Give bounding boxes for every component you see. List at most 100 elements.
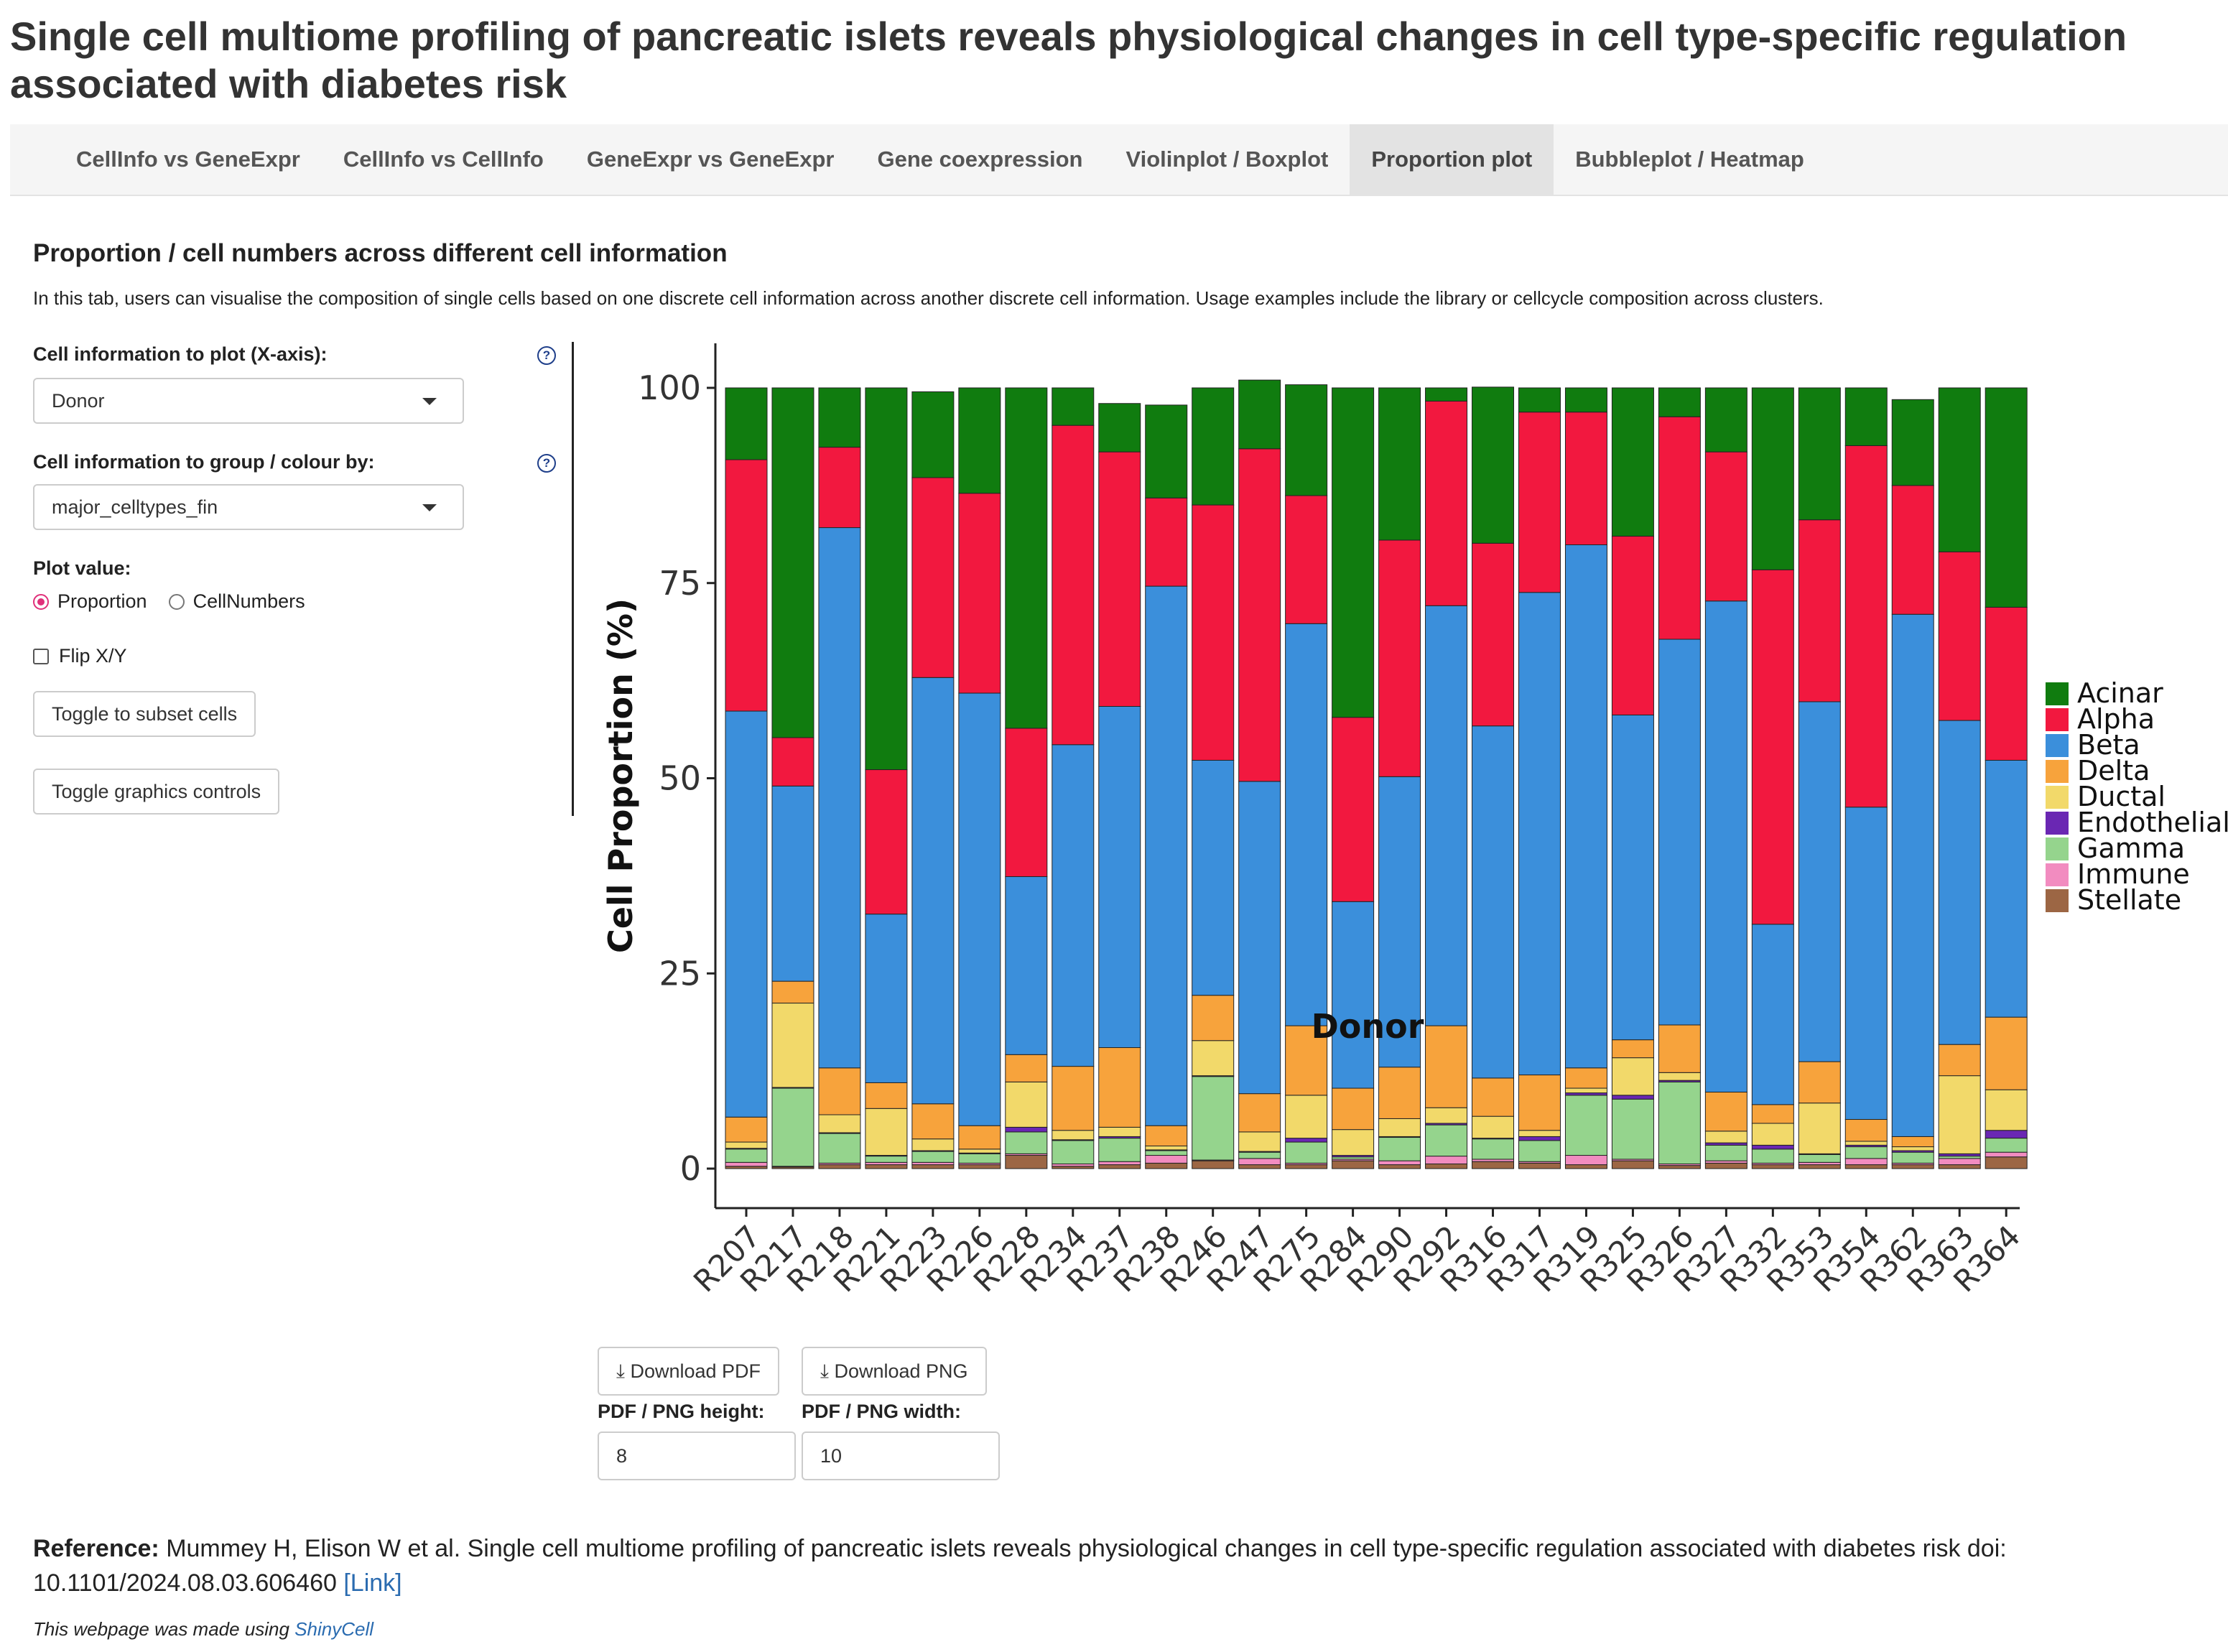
bar-R292-stellate: [1425, 1163, 1468, 1169]
bar-R228-endothelial: [1005, 1126, 1048, 1133]
bar-R226-ductal: [958, 1148, 1001, 1154]
bar-R238-stellate: [1145, 1162, 1188, 1169]
bar-R364-beta: [1985, 759, 2028, 1018]
bar-R325-gamma: [1611, 1098, 1654, 1160]
bar-R247-delta: [1238, 1093, 1281, 1133]
group-select-value: major_celltypes_fin: [52, 496, 218, 518]
pdf-width-input[interactable]: 10: [802, 1431, 1000, 1480]
bar-R284-acinar: [1332, 387, 1375, 718]
bar-R325-beta: [1611, 714, 1654, 1041]
bar-R363-stellate: [1938, 1164, 1981, 1169]
section-title: Proportion / cell numbers across differe…: [33, 239, 728, 267]
shinycell-link[interactable]: ShinyCell: [294, 1618, 374, 1640]
bar-R319-immune: [1564, 1155, 1607, 1166]
bar-R325-endothelial: [1611, 1095, 1654, 1100]
tab-proportion-plot[interactable]: Proportion plot: [1350, 124, 1554, 195]
bar-R332-acinar: [1751, 387, 1794, 570]
bar-R207-delta: [725, 1116, 768, 1143]
download-png-button[interactable]: ⤓ Download PNG: [802, 1347, 987, 1396]
help-icon-x-axis[interactable]: ?: [537, 346, 556, 365]
legend-label-gamma: Gamma: [2077, 832, 2185, 864]
bar-R221-beta: [865, 914, 908, 1083]
made-with-text: This webpage was made using: [33, 1618, 289, 1640]
bar-R364-delta: [1985, 1016, 2028, 1090]
bar-R226-delta: [958, 1125, 1001, 1150]
bar-R332-beta: [1751, 924, 1794, 1105]
bar-R319-delta: [1564, 1067, 1607, 1089]
page-title: Single cell multiome profiling of pancre…: [10, 14, 2127, 106]
bar-R228-ductal: [1005, 1081, 1048, 1128]
bar-R246-alpha: [1192, 504, 1235, 761]
flip-xy-label: Flip X/Y: [59, 645, 127, 667]
pdf-height-input[interactable]: 8: [598, 1431, 796, 1480]
bar-R354-ductal: [1844, 1141, 1888, 1146]
reference-text: Mummey H, Elison W et al. Single cell mu…: [33, 1535, 2007, 1597]
legend-label-endothelial: Endothelial: [2077, 807, 2228, 838]
bar-R353-beta: [1798, 701, 1841, 1062]
legend-swatch-acinar: [2046, 682, 2069, 705]
bar-R316-delta: [1472, 1077, 1515, 1117]
toggle-subset-button[interactable]: Toggle to subset cells: [33, 691, 256, 737]
flip-xy-checkbox[interactable]: [33, 648, 49, 664]
bar-R284-ductal: [1332, 1129, 1375, 1156]
bar-R317-stellate: [1518, 1162, 1561, 1169]
bar-R292-beta: [1425, 605, 1468, 1026]
bar-R327-acinar: [1704, 387, 1747, 453]
reference-link[interactable]: [Link]: [343, 1569, 402, 1597]
legend-swatch-immune: [2046, 863, 2069, 886]
legend-swatch-ductal: [2046, 786, 2069, 809]
bar-R319-stellate: [1564, 1164, 1607, 1169]
help-icon-group[interactable]: ?: [537, 454, 556, 473]
toggle-graphics-button[interactable]: Toggle graphics controls: [33, 769, 280, 815]
plot-value-label: Plot value:: [33, 557, 131, 579]
bar-R364-gamma: [1985, 1138, 2028, 1153]
bar-R228-alpha: [1005, 728, 1048, 877]
bar-R364-alpha: [1985, 606, 2028, 761]
bar-R325-delta: [1611, 1039, 1654, 1059]
download-pdf-button[interactable]: ⤓ Download PDF: [598, 1347, 780, 1396]
bar-R237-delta: [1098, 1047, 1141, 1128]
bar-R275-delta: [1285, 1025, 1328, 1096]
bar-R317-ductal: [1518, 1130, 1561, 1137]
bar-R353-acinar: [1798, 387, 1841, 521]
tab-cellinfo-vs-cellinfo[interactable]: CellInfo vs CellInfo: [343, 147, 544, 172]
radio-proportion[interactable]: [33, 593, 49, 610]
tab-violinplot-boxplot[interactable]: Violinplot / Boxplot: [1125, 147, 1329, 172]
bar-R237-immune: [1098, 1161, 1141, 1166]
bar-R226-alpha: [958, 493, 1001, 694]
bar-R326-gamma: [1658, 1081, 1701, 1164]
bar-R362-acinar: [1891, 399, 1934, 486]
bar-R364-stellate: [1985, 1156, 2028, 1169]
reference-label: Reference:: [33, 1535, 159, 1562]
bar-R317-acinar: [1518, 387, 1561, 413]
tab-cellinfo-vs-geneexpr[interactable]: CellInfo vs GeneExpr: [76, 147, 300, 172]
legend-swatch-endothelial: [2046, 812, 2069, 835]
bar-R221-acinar: [865, 387, 908, 771]
bar-R223-stellate: [911, 1164, 955, 1169]
pdf-width-label: PDF / PNG width:: [802, 1401, 961, 1422]
bar-R246-stellate: [1192, 1160, 1235, 1169]
flip-xy-checkbox-row: Flip X/Y: [33, 645, 127, 667]
bar-R221-delta: [865, 1082, 908, 1109]
bar-R217-delta: [771, 980, 814, 1004]
bar-R363-alpha: [1938, 551, 1981, 721]
bar-R275-endothelial: [1285, 1138, 1328, 1143]
bar-R325-acinar: [1611, 387, 1654, 537]
bar-R217-ductal: [771, 1003, 814, 1088]
bar-R354-gamma: [1844, 1146, 1888, 1159]
bar-R363-delta: [1938, 1044, 1981, 1077]
bar-R316-ductal: [1472, 1115, 1515, 1139]
x-axis-select[interactable]: Donor: [33, 378, 464, 424]
bar-R364-endothelial: [1985, 1130, 2028, 1139]
tab-gene-coexpression[interactable]: Gene coexpression: [877, 147, 1083, 172]
bar-R275-gamma: [1285, 1141, 1328, 1164]
bar-R234-acinar: [1052, 387, 1095, 426]
bar-R290-alpha: [1378, 539, 1421, 777]
bar-R223-beta: [911, 677, 955, 1105]
y-tick-label: 100: [638, 368, 701, 407]
bar-R325-ductal: [1611, 1057, 1654, 1096]
group-select[interactable]: major_celltypes_fin: [33, 484, 464, 530]
tab-bubbleplot-heatmap[interactable]: Bubbleplot / Heatmap: [1575, 147, 1804, 172]
radio-cellnumbers[interactable]: [168, 593, 185, 610]
tab-geneexpr-vs-geneexpr[interactable]: GeneExpr vs GeneExpr: [586, 147, 835, 172]
